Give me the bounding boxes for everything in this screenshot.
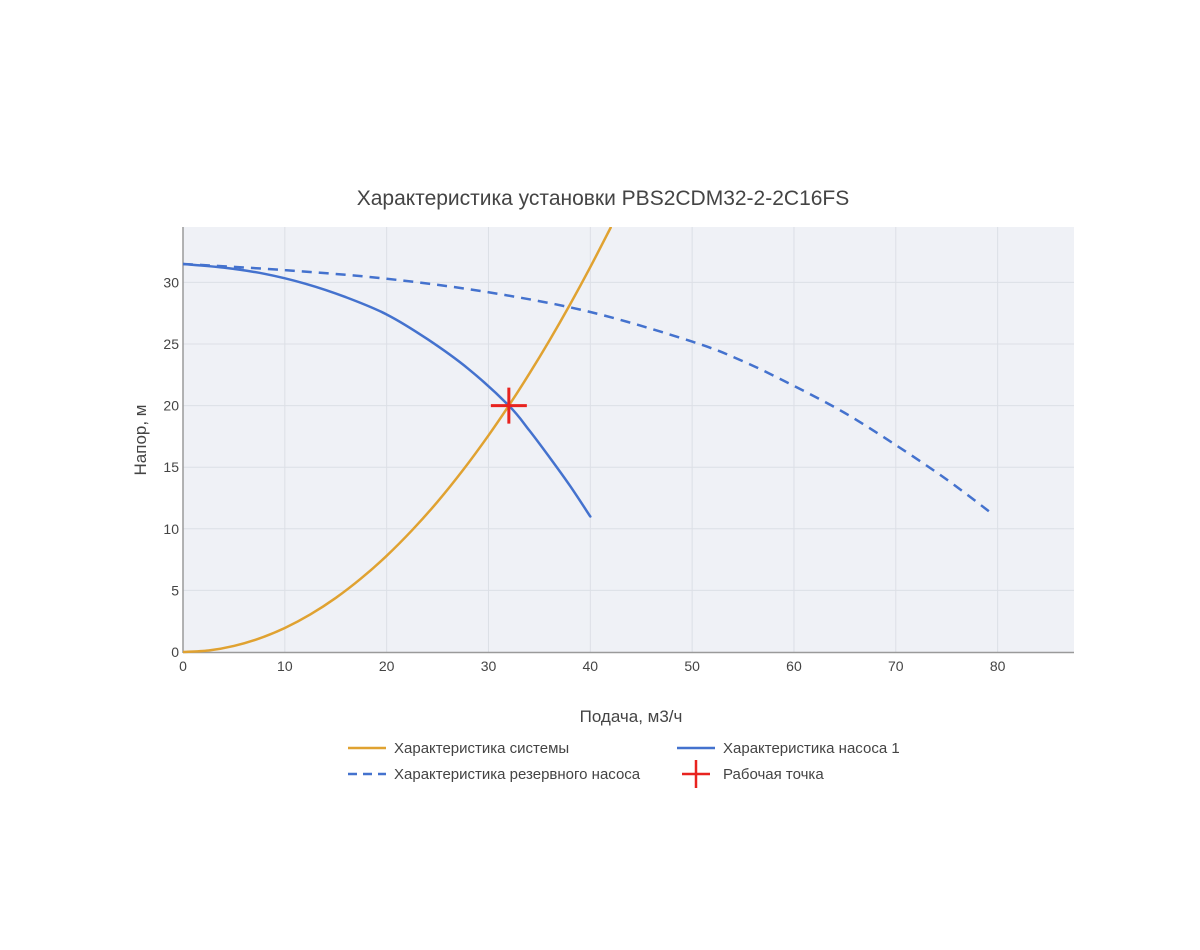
x-tick-label: 50	[684, 658, 700, 674]
axes	[182, 227, 1074, 654]
series-layer	[183, 227, 994, 654]
x-tick-label: 10	[277, 658, 293, 674]
y-tick-label: 10	[163, 521, 179, 537]
legend: Характеристика системы Характеристика нас…	[348, 740, 900, 788]
y-tick-label: 20	[163, 398, 179, 414]
x-tick-label: 20	[379, 658, 395, 674]
legend-item-reserve-pump[interactable]: Характеристика резервного насоса	[348, 766, 641, 783]
x-tick-label: 70	[888, 658, 904, 674]
y-tick-label: 30	[163, 274, 179, 290]
x-tick-label: 0	[179, 658, 187, 674]
y-tick-label: 25	[163, 336, 179, 352]
legend-label: Рабочая точка	[723, 766, 824, 783]
system-curve	[183, 227, 612, 654]
legend-item-pump-1[interactable]: Характеристика насоса 1	[677, 740, 900, 757]
tick-labels: 0 10 20 30 40 50 60 70 80 0 5 10 15 20 25 30	[163, 274, 1005, 674]
y-tick-label: 5	[171, 582, 179, 598]
grid	[183, 227, 1074, 652]
legend-label: Характеристика насоса 1	[723, 740, 900, 757]
chart-title: Характеристика установки PBS2CDM32-2-2C1…	[357, 187, 850, 210]
y-axis-title: Напор, м	[131, 405, 150, 476]
legend-item-operating-point[interactable]: Рабочая точка	[682, 760, 824, 788]
plot-background	[183, 227, 1074, 652]
legend-item-system[interactable]: Характеристика системы	[348, 740, 569, 757]
legend-swatch-cross	[682, 760, 710, 788]
x-axis-title: Подача, м3/ч	[580, 707, 683, 726]
operating-point-marker	[490, 387, 527, 424]
x-tick-label: 30	[481, 658, 497, 674]
x-tick-label: 60	[786, 658, 802, 674]
legend-label: Характеристика резервного насоса	[394, 766, 641, 783]
pump-1-curve	[183, 262, 592, 518]
marker-layer	[490, 387, 527, 424]
x-tick-label: 40	[583, 658, 599, 674]
x-tick-label: 80	[990, 658, 1006, 674]
y-tick-label: 15	[163, 459, 179, 475]
y-tick-label: 0	[171, 644, 179, 660]
legend-label: Характеристика системы	[394, 740, 569, 757]
